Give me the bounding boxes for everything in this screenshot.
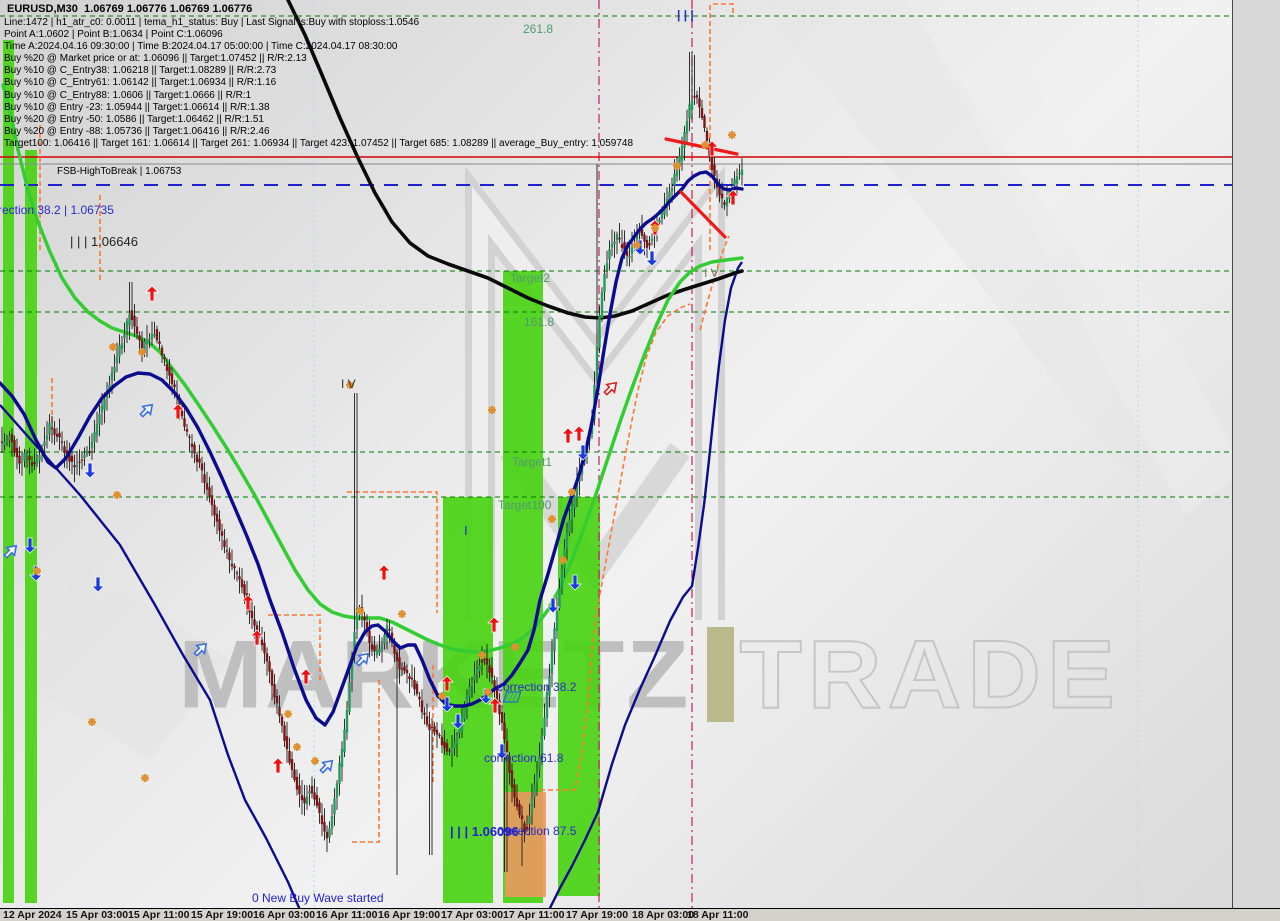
fsb-high-to-break-label: FSB-HighToBreak | 1.06753 bbox=[57, 166, 182, 177]
signal-info-line: Buy %20 @ Market price or at: 1.06096 ||… bbox=[4, 53, 307, 65]
signal-info-line: Target100: 1.06416 || Target 161: 1.0661… bbox=[4, 137, 634, 149]
ma-black-line bbox=[286, 0, 744, 320]
signal-info-line: Line:1472 | h1_atr_c0: 0.0011 | tema_h1_… bbox=[4, 17, 420, 28]
trendlines[interactable] bbox=[664, 137, 739, 239]
vertical-lines bbox=[313, 0, 1139, 908]
chart-annotation: | | | 1.06096 bbox=[450, 824, 519, 839]
chart-annotations: 261.8 Target2 161.8 Target1 Target100 correct… bbox=[0, 8, 719, 905]
chart-annotation: | | | bbox=[677, 8, 694, 22]
time-axis-label: 17 Apr 11:00 bbox=[503, 909, 565, 921]
chart-annotation: 161.8 bbox=[524, 315, 554, 329]
signal-info-line: Buy %10 @ C_Entry38: 1.06218 || Target:1… bbox=[4, 65, 277, 77]
tema-line bbox=[0, 170, 744, 727]
signal-info-line: Buy %10 @ C_Entry61: 1.06142 || Target:1… bbox=[4, 77, 277, 89]
price-axis[interactable] bbox=[1232, 0, 1280, 908]
time-axis[interactable]: 12 Apr 2024 15 Apr 03:00 15 Apr 11:00 15 Ap… bbox=[0, 908, 1280, 921]
chart-annotation: correction 38.2 bbox=[497, 680, 577, 694]
time-axis-label: 17 Apr 03:00 bbox=[441, 909, 504, 921]
signal-info-line: Buy %10 @ C_Entry88: 1.0606 || Target:1.… bbox=[4, 89, 252, 101]
price-levels bbox=[0, 15, 1232, 498]
signal-info-line: Buy %20 @ Entry -88: 1.05736 || Target:1… bbox=[4, 125, 270, 137]
signal-info-block: Line:1472 | h1_atr_c0: 0.0011 | tema_h1_… bbox=[4, 17, 633, 150]
chart-annotation: 261.8 bbox=[523, 22, 553, 36]
chart-annotation: correction 87.5 bbox=[497, 824, 577, 838]
signal-info-line: Buy %10 @ Entry -23: 1.05944 || Target:1… bbox=[4, 101, 270, 113]
chart-annotation: 0 New Buy Wave started bbox=[252, 891, 384, 905]
envelope-lines bbox=[0, 261, 743, 913]
time-axis-label: 16 Apr 03:00 bbox=[253, 909, 316, 921]
time-axis-label: 15 Apr 11:00 bbox=[128, 909, 190, 921]
chart-annotation: rection 38.2 | 1.06735 bbox=[0, 203, 114, 217]
hatch-icon bbox=[502, 691, 522, 703]
time-axis-label: 18 Apr 11:00 bbox=[687, 909, 749, 921]
time-axis-label: 12 Apr 2024 bbox=[3, 909, 62, 921]
signal-info-line: Time A:2024.04.16 09:30:00 | Time B:2024… bbox=[4, 41, 398, 53]
time-axis-label: 17 Apr 19:00 bbox=[566, 909, 629, 921]
time-axis-label: 16 Apr 11:00 bbox=[316, 909, 378, 921]
chart-annotation: correction 61.8 bbox=[484, 751, 564, 765]
time-axis-label: 15 Apr 03:00 bbox=[66, 909, 129, 921]
chart-annotation: I bbox=[464, 523, 468, 538]
time-axis-label: 15 Apr 19:00 bbox=[191, 909, 254, 921]
time-axis-label: 16 Apr 19:00 bbox=[378, 909, 441, 921]
chart-annotation: I V bbox=[704, 266, 719, 280]
signal-info-line: Point A:1.0602 | Point B:1.0634 | Point … bbox=[4, 29, 223, 41]
signal-arrows bbox=[3, 131, 740, 782]
chart-title: EURUSD,M30 1.06769 1.06776 1.06769 1.067… bbox=[7, 3, 253, 15]
chart-annotation: Target2 bbox=[510, 271, 550, 285]
chart-annotation: Target1 bbox=[512, 455, 552, 469]
chart-annotation: I V bbox=[341, 377, 356, 391]
signal-info-line: Buy %20 @ Entry -50: 1.0586 || Target:1.… bbox=[4, 113, 264, 125]
candle-series bbox=[0, 52, 744, 875]
chart-annotation: Target100 bbox=[498, 498, 552, 512]
ma-green-line bbox=[1, 83, 744, 654]
signal-bands bbox=[3, 40, 600, 903]
chart-annotation: | | | 1.06646 bbox=[70, 234, 138, 249]
time-axis-label: 18 Apr 03:00 bbox=[632, 909, 695, 921]
